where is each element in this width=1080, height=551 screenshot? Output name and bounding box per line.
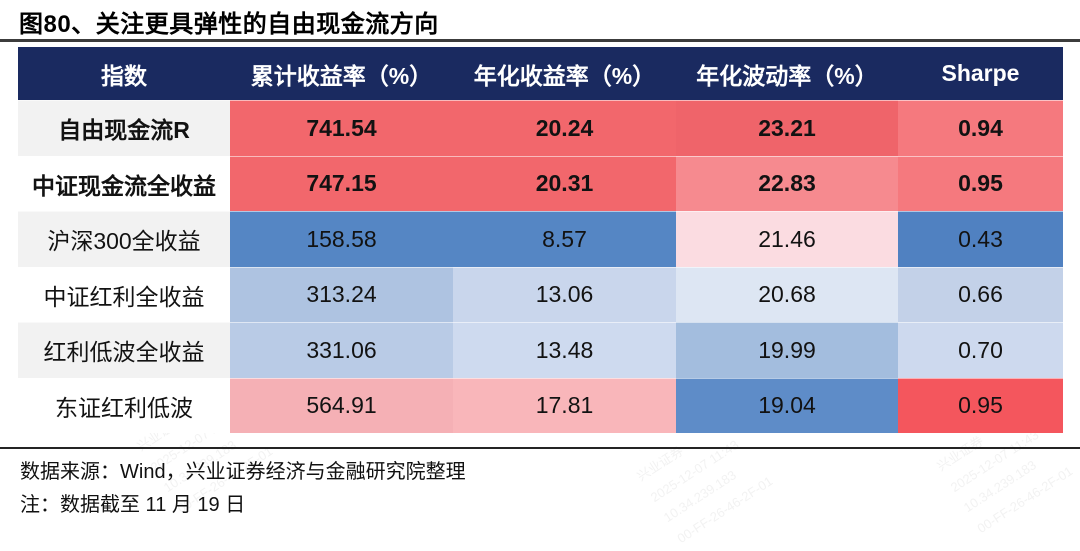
col-header-annual-volatility: 年化波动率（%） xyxy=(676,47,898,100)
title-divider xyxy=(0,39,1080,42)
value-cell: 21.46 xyxy=(676,211,898,267)
value-cell: 20.24 xyxy=(453,100,676,156)
value-cell: 17.81 xyxy=(453,377,676,433)
value-cell: 0.43 xyxy=(898,211,1063,267)
col-header-annual-return: 年化收益率（%） xyxy=(453,47,676,100)
value-cell: 0.95 xyxy=(898,377,1063,433)
value-cell: 8.57 xyxy=(453,211,676,267)
figure-title: 图80、关注更具弹性的自由现金流方向 xyxy=(19,11,439,38)
col-header-sharpe: Sharpe xyxy=(898,47,1063,100)
footer-divider xyxy=(0,447,1080,449)
value-cell: 564.91 xyxy=(230,377,453,433)
index-name-cell: 中证现金流全收益 xyxy=(18,155,230,211)
col-header-index: 指数 xyxy=(18,47,230,100)
index-name-cell: 红利低波全收益 xyxy=(18,322,230,378)
value-cell: 13.48 xyxy=(453,322,676,378)
value-cell: 0.94 xyxy=(898,100,1063,156)
value-cell: 23.21 xyxy=(676,100,898,156)
value-cell: 0.95 xyxy=(898,155,1063,211)
data-source-line: 数据来源：Wind，兴业证券经济与金融研究院整理 xyxy=(20,461,466,483)
index-name-cell: 自由现金流R xyxy=(18,100,230,156)
value-cell: 313.24 xyxy=(230,266,453,322)
value-cell: 741.54 xyxy=(230,100,453,156)
value-cell: 158.58 xyxy=(230,211,453,267)
value-cell: 19.99 xyxy=(676,322,898,378)
index-performance-table: 指数 累计收益率（%） 年化收益率（%） 年化波动率（%） Sharpe 自由现… xyxy=(18,47,1063,433)
value-cell: 19.04 xyxy=(676,377,898,433)
value-cell: 13.06 xyxy=(453,266,676,322)
col-header-cumulative-return: 累计收益率（%） xyxy=(230,47,453,100)
index-name-cell: 沪深300全收益 xyxy=(18,211,230,267)
value-cell: 747.15 xyxy=(230,155,453,211)
value-cell: 20.68 xyxy=(676,266,898,322)
value-cell: 0.70 xyxy=(898,322,1063,378)
value-cell: 20.31 xyxy=(453,155,676,211)
value-cell: 22.83 xyxy=(676,155,898,211)
value-cell: 0.66 xyxy=(898,266,1063,322)
data-note-line: 注：数据截至 11 月 19 日 xyxy=(20,494,246,516)
index-name-cell: 中证红利全收益 xyxy=(18,266,230,322)
index-name-cell: 东证红利低波 xyxy=(18,377,230,433)
value-cell: 331.06 xyxy=(230,322,453,378)
